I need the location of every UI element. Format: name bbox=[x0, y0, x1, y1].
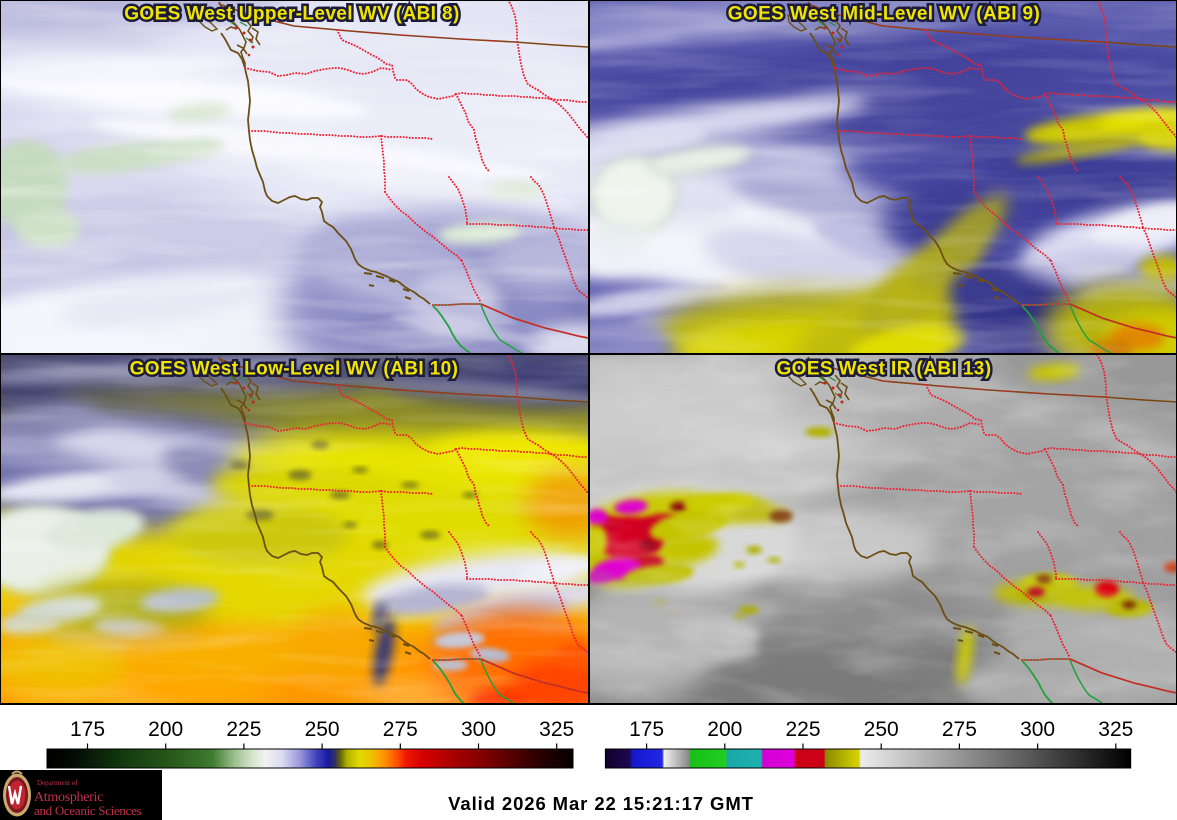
svg-text:300: 300 bbox=[461, 718, 496, 741]
svg-text:225: 225 bbox=[785, 718, 820, 741]
svg-text:Department of: Department of bbox=[37, 779, 78, 787]
svg-text:275: 275 bbox=[383, 718, 418, 741]
svg-text:225: 225 bbox=[226, 718, 261, 741]
svg-text:325: 325 bbox=[1098, 718, 1133, 741]
svg-text:250: 250 bbox=[864, 718, 899, 741]
svg-text:275: 275 bbox=[942, 718, 977, 741]
svg-text:200: 200 bbox=[148, 718, 183, 741]
svg-text:GOES West Low-Level WV (ABI 10: GOES West Low-Level WV (ABI 10) bbox=[130, 359, 459, 380]
svg-text:GOES West Mid-Level WV (ABI 9): GOES West Mid-Level WV (ABI 9) bbox=[728, 4, 1041, 25]
svg-text:325: 325 bbox=[539, 718, 574, 741]
svg-text:Valid 2026 Mar 22 15:21:17 GMT: Valid 2026 Mar 22 15:21:17 GMT bbox=[448, 793, 754, 814]
svg-text:175: 175 bbox=[629, 718, 664, 741]
svg-text:Atmospheric: Atmospheric bbox=[34, 790, 103, 805]
svg-text:300: 300 bbox=[1020, 718, 1055, 741]
svg-text:GOES West IR (ABI 13): GOES West IR (ABI 13) bbox=[777, 359, 992, 380]
svg-text:GOES West Upper-Level WV (ABI: GOES West Upper-Level WV (ABI 8) bbox=[124, 4, 460, 25]
svg-text:250: 250 bbox=[305, 718, 340, 741]
svg-text:200: 200 bbox=[707, 718, 742, 741]
svg-text:175: 175 bbox=[70, 718, 105, 741]
svg-text:and Oceanic Sciences: and Oceanic Sciences bbox=[34, 803, 142, 818]
